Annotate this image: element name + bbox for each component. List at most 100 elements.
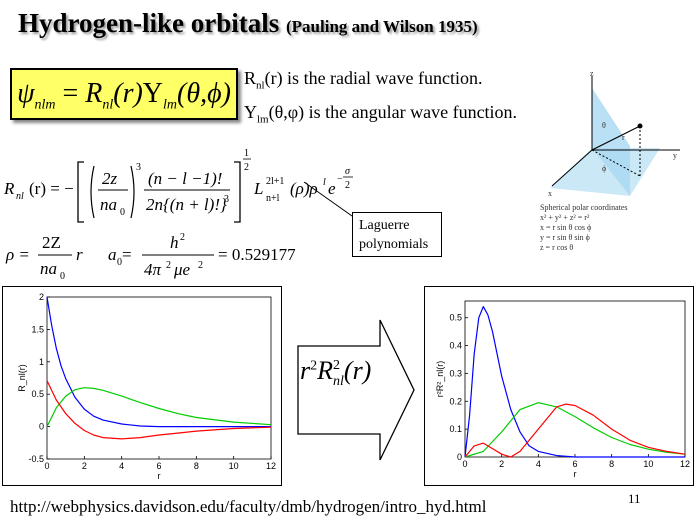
a0-den-pow: 2 [166, 260, 171, 271]
radial-desc-symbol: R [244, 68, 257, 88]
plot-area [46, 296, 272, 460]
radial-description: Rnl(r) is the radial wave function. [244, 68, 483, 92]
arrow-R-sub: nl [333, 374, 344, 390]
phi-label: ϕ [602, 164, 606, 173]
angular-argument: (θ,ϕ) [177, 78, 231, 109]
laguerre-sup: 2l+1 [266, 176, 284, 187]
frac1-num: 2z [102, 169, 118, 188]
spherical-caption: Spherical polar coordinates [540, 203, 628, 212]
rho-den: na [40, 259, 57, 278]
rnl-lhs-sub: nl [16, 191, 24, 202]
exp-e: e [328, 179, 336, 198]
laguerre-pointer [303, 181, 353, 217]
a0-lhs: a [108, 245, 117, 264]
x-axis-label: r [574, 469, 577, 479]
wavefunction-equation-box: ψnlm = Rnl(r)Ylm(θ,ϕ) [10, 68, 238, 120]
frac1-den: na [100, 195, 117, 214]
a0-den: 4π [144, 260, 162, 279]
rho-r: r [76, 245, 83, 264]
arrow-R-pow: 2 [333, 358, 341, 374]
exp-sign: − [337, 174, 343, 185]
psi-symbol: ψ [17, 78, 35, 109]
source-url[interactable]: http://webphysics.davidson.edu/faculty/d… [10, 497, 487, 516]
outer-pow-den: 2 [244, 162, 249, 173]
angular-desc-symbol: Y [244, 102, 257, 122]
radial-probability-chart: 0 2 4 6 8 10 12 0 0.1 0.2 0.3 0.4 0.5 r r²R²_nl(r) [435, 300, 690, 479]
title-text: Hydrogen-like orbitals [18, 8, 280, 38]
y-tick-label: 0.5 [31, 389, 44, 399]
y-tick-label: 0.2 [449, 396, 462, 406]
y-tick-label: 0 [457, 452, 462, 462]
x-tick-label: 0 [44, 461, 49, 471]
arrow-r: r [300, 356, 311, 385]
series-line-2 [464, 402, 686, 458]
a0-sub: 0 [117, 257, 122, 268]
series-line-3 [46, 380, 272, 440]
rho-pow: l [323, 177, 326, 188]
rnl-lhs: R [3, 179, 15, 198]
title-reference: (Pauling and Wilson 1935) [286, 17, 478, 36]
x-tick-label: 4 [536, 459, 541, 469]
x-tick-label: 0 [462, 459, 467, 469]
exp-num: σ [345, 166, 351, 177]
frac1-den-sub: 0 [120, 207, 125, 218]
radial-subscript: nl [102, 97, 114, 113]
y-tick-label: 2 [39, 292, 44, 302]
radial-function-plot: 0 2 4 6 8 10 12 -0.5 0 0.5 1 1.5 2 r R_nl(r) [2, 286, 282, 486]
laguerre-symbol: L [253, 179, 263, 198]
radial-symbol: R [85, 78, 103, 109]
rho-a0-formulas: ρ = 2Z na 0 r a 0 = h 2 4π 2 μe 2 = 0.52… [5, 232, 296, 282]
y-tick-label: -0.5 [28, 454, 44, 464]
laguerre-callout: Laguerre polynomials [352, 212, 442, 257]
x-tick-label: 8 [609, 459, 614, 469]
rho-term: (ρ)ρ [290, 179, 318, 198]
transform-arrow [297, 319, 415, 461]
page-number: 11 [628, 491, 641, 506]
series-line-1 [464, 306, 685, 458]
y-tick-label: 0.3 [449, 368, 462, 378]
spherical-eq-4: z = r cos θ [540, 243, 573, 252]
arrow-arg: (r) [343, 356, 372, 385]
x-tick-label: 6 [156, 461, 161, 471]
angular-desc-sub: lm [257, 113, 269, 126]
frac2-den-pow: 3 [224, 194, 229, 205]
frac2-den: 2n{(n + l)!} [146, 195, 227, 214]
frac1-pow: 3 [136, 162, 141, 173]
y-tick-label: 1 [39, 357, 44, 367]
rho-lhs: ρ = [5, 245, 30, 264]
y-axis-label: R_nl(r) [17, 364, 27, 392]
a0-value: = 0.529177 [218, 245, 296, 264]
r-label: r [622, 133, 625, 142]
a0-eq: = [122, 245, 132, 264]
arrow-r-pow: 2 [310, 358, 318, 374]
series-line-3 [464, 403, 686, 458]
outer-pow-num: 1 [244, 148, 249, 159]
y-tick-label: 1.5 [31, 324, 44, 334]
x-axis-label: r [158, 471, 161, 481]
arrow-R: R [317, 356, 334, 385]
axis-x-label: x [548, 189, 552, 198]
equals-sign: = [55, 78, 86, 109]
plot-area [464, 300, 686, 458]
x-tick-label: 8 [194, 461, 199, 471]
axis-z-label: z [590, 69, 594, 78]
x-tick-label: 10 [643, 459, 653, 469]
x-tick-label: 2 [82, 461, 87, 471]
frac2-num: (n − l −1)! [148, 169, 222, 188]
a0-den-rest: μe [173, 260, 191, 279]
x-tick-label: 12 [680, 459, 690, 469]
series-line-1 [46, 296, 271, 428]
a0-den-rest-pow: 2 [198, 260, 203, 271]
series-line-2 [46, 387, 272, 427]
page-title: Hydrogen-like orbitals (Pauling and Wils… [18, 8, 478, 39]
x-tick-label: 6 [572, 459, 577, 469]
radial-argument: (r) [113, 78, 143, 109]
x-tick-label: 2 [499, 459, 504, 469]
rnl-lhs-arg: (r) = − [29, 179, 74, 198]
spherical-coordinates-diagram: z y x θ ϕ r Spherical polar coordinates … [540, 69, 680, 252]
y-tick-label: 0 [39, 422, 44, 432]
a0-num-pow: 2 [180, 232, 185, 243]
axis-y-label: y [673, 151, 677, 160]
exp-den: 2 [345, 180, 350, 191]
